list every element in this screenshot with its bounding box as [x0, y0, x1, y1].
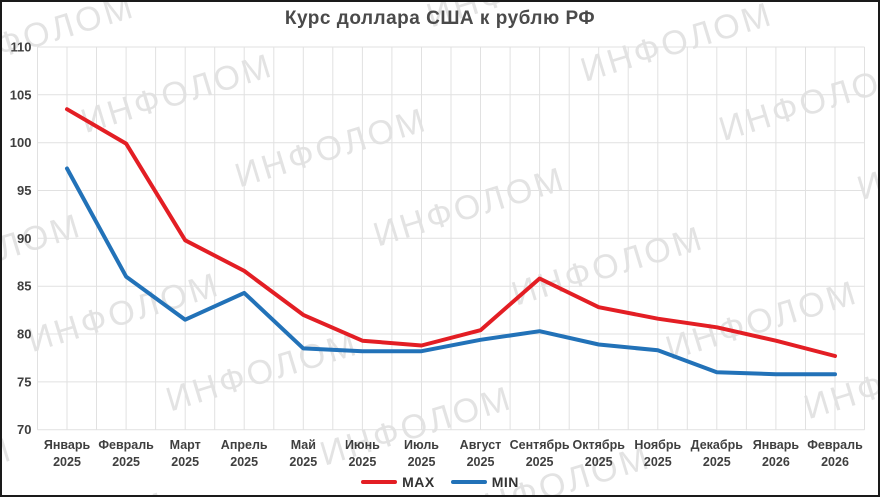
legend-label-min: MIN — [491, 474, 519, 490]
svg-text:Июль: Июль — [404, 438, 439, 452]
svg-text:2025: 2025 — [289, 455, 317, 469]
svg-text:Январь: Январь — [753, 438, 800, 452]
svg-text:Январь: Январь — [44, 438, 91, 452]
svg-text:100: 100 — [10, 135, 32, 150]
svg-text:Март: Март — [170, 438, 201, 452]
svg-text:2026: 2026 — [821, 455, 849, 469]
svg-text:75: 75 — [17, 374, 31, 389]
svg-text:105: 105 — [10, 87, 32, 102]
svg-text:2025: 2025 — [408, 455, 436, 469]
legend: MAX MIN — [2, 474, 878, 490]
legend-label-max: MAX — [402, 474, 435, 490]
svg-text:Июнь: Июнь — [345, 438, 380, 452]
legend-item-max: MAX — [361, 474, 435, 490]
svg-text:2025: 2025 — [53, 455, 81, 469]
svg-text:70: 70 — [17, 422, 31, 437]
svg-text:90: 90 — [17, 231, 31, 246]
svg-text:Апрель: Апрель — [221, 438, 268, 452]
svg-text:Февраль: Февраль — [807, 438, 863, 452]
svg-text:2025: 2025 — [585, 455, 613, 469]
svg-text:80: 80 — [17, 327, 31, 342]
svg-text:2026: 2026 — [762, 455, 790, 469]
svg-text:2025: 2025 — [112, 455, 140, 469]
svg-text:2025: 2025 — [467, 455, 495, 469]
svg-text:2025: 2025 — [644, 455, 672, 469]
svg-text:2025: 2025 — [348, 455, 376, 469]
svg-text:2025: 2025 — [703, 455, 731, 469]
svg-text:Декабрь: Декабрь — [691, 438, 744, 452]
svg-text:Май: Май — [291, 438, 316, 452]
svg-text:95: 95 — [17, 183, 31, 198]
svg-text:Сентябрь: Сентябрь — [510, 438, 570, 452]
svg-text:2025: 2025 — [230, 455, 258, 469]
svg-text:Август: Август — [460, 438, 502, 452]
svg-text:85: 85 — [17, 279, 31, 294]
svg-text:Ноябрь: Ноябрь — [634, 438, 681, 452]
svg-text:Февраль: Февраль — [98, 438, 154, 452]
svg-text:Октябрь: Октябрь — [572, 438, 625, 452]
svg-text:2025: 2025 — [526, 455, 554, 469]
min-line-swatch — [450, 480, 487, 484]
svg-text:110: 110 — [10, 40, 31, 55]
chart-title: Курс доллара США к рублю РФ — [284, 8, 596, 29]
legend-item-min: MIN — [450, 474, 519, 490]
svg-text:2025: 2025 — [171, 455, 199, 469]
max-line-swatch — [361, 480, 398, 484]
